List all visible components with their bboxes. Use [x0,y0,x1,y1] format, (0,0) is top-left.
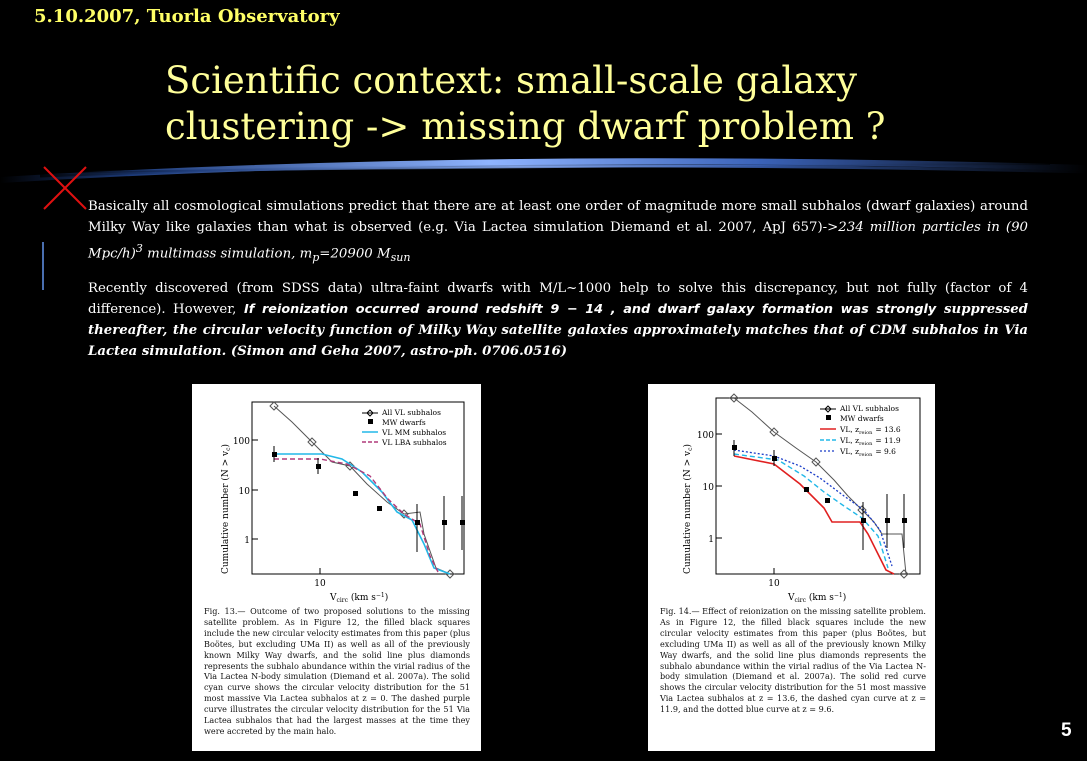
fig14-ytick-1: 1 [708,535,714,545]
fig14-ytick-10: 10 [703,483,715,493]
p1-italic-b: multimass simulation, m [142,246,313,262]
figure-14-plot: 100 10 1 10 Cumulative number (N > vc) V… [682,393,921,604]
fig13-ytick-100: 100 [233,437,250,447]
fig13-legend-lba: VL LBA subhalos [381,438,447,447]
fig14-z13-line [733,455,895,575]
fig14-diamonds [729,393,909,579]
slide-title: Scientific context: small-scale galaxy c… [165,58,1005,150]
p2-lead: Recently discovered (from SDSS data) ult… [88,281,1028,318]
decorative-vertical-bar [42,242,44,290]
fig14-xlabel: Vcirc (km s−1) [787,592,846,604]
fig14-legend-mw: MW dwarfs [840,414,884,423]
fig13-all-vl-line [273,405,451,575]
fig13-caption: Fig. 13.— Outcome of two proposed soluti… [204,606,470,736]
figure-13-plot: 100 10 1 10 Cumulative number (N > vc) V… [220,401,465,604]
fig13-ytick-1: 1 [244,536,250,546]
fig13-legend: All VL subhalos MW dwarfs VL MM subhalos… [362,408,447,447]
p1-italic-c: =20900 M [319,246,391,262]
p1-italic-a: 234 million particles in (90 Mpc/h) [88,220,1028,262]
paragraph-1: Basically all cosmological simulations p… [88,196,1028,268]
fig13-legend-all-vl: All VL subhalos [381,408,441,417]
fig13-xlabel: Vcirc (km s−1) [329,592,388,604]
p2-sans: If reionization occurred around redshift… [236,302,937,318]
p1-sup: 3 [135,242,143,255]
p1-sub-sun: sun [390,251,411,265]
fig14-ylabel: Cumulative number (N > vc) [682,444,694,574]
decorative-swoosh [0,158,1087,183]
fig14-caption: Fig. 14.— Effect of reionization on the … [660,606,926,715]
figure-14: 100 10 1 10 Cumulative number (N > vc) V… [648,384,935,751]
fig14-legend-z11: VL, zreion = 11.9 [839,436,901,447]
fig14-ytick-100: 100 [697,431,714,441]
slide-header: 5.10.2007, Tuorla Observatory [34,6,340,27]
fig13-vl-lba-line [274,458,439,573]
p2-bold-italic: suppressed thereafter, the circular velo… [88,302,1028,360]
fig14-z11-line [733,453,889,569]
fig14-legend-z9: VL, zreion = 9.6 [839,447,896,458]
fig14-legend: All VL subhalos MW dwarfs VL, zreion = 13… [820,404,901,458]
title-line-1: Scientific context: small-scale galaxy [165,59,858,102]
fig13-ticks [252,439,321,574]
fig13-legend-mm: VL MM subhalos [381,428,446,437]
fig13-legend-mw: MW dwarfs [382,418,426,427]
fig14-all-vl-line [733,397,907,575]
fig14-legend-all-vl: All VL subhalos [839,404,899,413]
bullet-cross-marker [43,166,87,210]
fig14-z9-line [733,449,893,567]
fig13-ytick-10: 10 [239,487,251,497]
slide-body: Basically all cosmological simulations p… [88,196,1028,372]
fig13-ylabel: Cumulative number (N > vc) [220,444,232,574]
fig13-vl-mm-line [274,453,451,575]
fig14-xtick-10: 10 [768,579,780,589]
fig13-mw-dwarfs [272,452,465,525]
fig13-errorbars [273,446,463,552]
page-number: 5 [1061,720,1072,741]
fig14-ticks [716,433,775,574]
fig13-axes-frame [251,401,465,575]
fig14-legend-z13: VL, zreion = 13.6 [839,425,901,436]
figure-13: 100 10 1 10 Cumulative number (N > vc) V… [192,384,481,751]
paragraph-2: Recently discovered (from SDSS data) ult… [88,278,1028,362]
p1-sub-p: p [312,251,320,265]
fig14-errorbars [733,440,905,550]
title-line-2: clustering -> missing dwarf problem ? [165,105,886,148]
p1-lead: Basically all cosmological simulations p… [88,199,1028,235]
fig13-xtick-10: 10 [314,579,326,589]
